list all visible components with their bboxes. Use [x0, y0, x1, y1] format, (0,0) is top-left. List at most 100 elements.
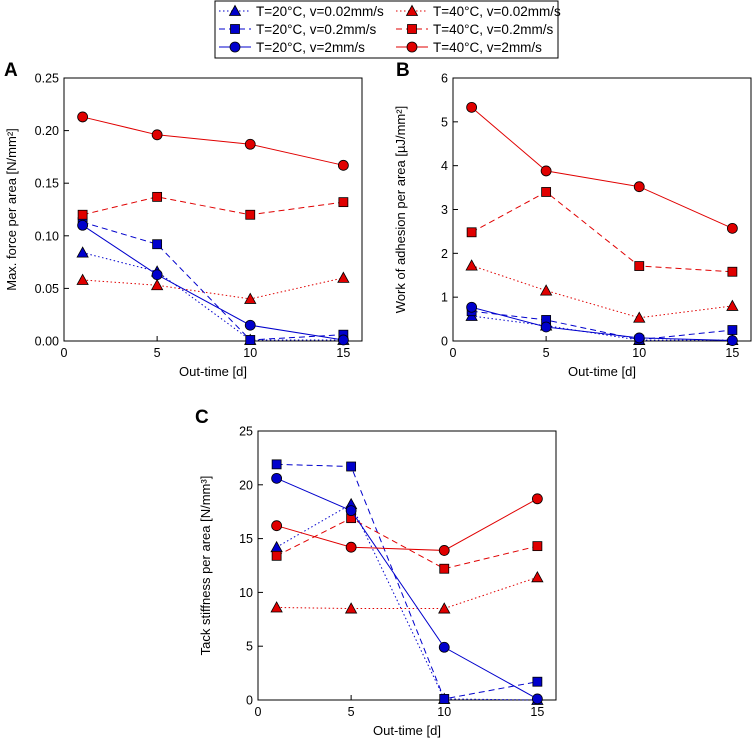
series: [270, 571, 544, 614]
y-tick-label: 0.15: [35, 177, 59, 191]
y-tick-label: 0.10: [35, 229, 59, 243]
data-point: [76, 273, 89, 285]
data-point: [726, 299, 739, 311]
y-tick-label: 15: [239, 532, 253, 546]
series-line: [471, 106, 733, 229]
data-point: [466, 227, 477, 238]
x-tick-label: 15: [530, 705, 544, 719]
data-point: [531, 693, 543, 705]
data-point: [151, 269, 163, 281]
series: [466, 301, 738, 346]
data-point: [244, 292, 257, 304]
x-tick-label: 5: [543, 346, 550, 360]
data-point: [633, 332, 645, 344]
data-point: [439, 563, 450, 574]
panel-letter: C: [195, 407, 209, 428]
data-point: [541, 187, 552, 197]
plot-frame: [257, 430, 557, 701]
series-line: [471, 265, 733, 319]
data-point: [438, 641, 450, 653]
legend-label: T=20°C, v=0.02mm/s: [256, 4, 384, 19]
series-line: [82, 224, 344, 341]
y-tick-label: 2: [441, 247, 448, 261]
data-point: [245, 335, 256, 345]
panel-a: A 0 5 10 15 0.00 0.05 0.10 0.15 0.20 0.25 Out-time …: [4, 60, 363, 379]
x-tick-label: 0: [255, 705, 262, 719]
data-point: [539, 284, 553, 296]
data-point: [337, 334, 349, 346]
y-tick-label: 6: [441, 72, 448, 86]
y-tick-label: 20: [239, 478, 253, 492]
legend-box: [214, 0, 559, 59]
x-tick-label: 0: [61, 346, 68, 360]
data-point: [466, 301, 478, 313]
data-point: [76, 246, 89, 258]
legend: T=20°C, v=0.02mm/s T=40°C, v=0.02mm/s T=20…: [214, 0, 561, 59]
legend-marker: [406, 41, 418, 53]
data-point: [151, 129, 163, 141]
data-point: [540, 321, 552, 333]
legend-marker: [229, 41, 241, 53]
data-point: [439, 694, 450, 704]
legend-label: T=40°C, v=2mm/s: [433, 40, 542, 55]
y-axis-label: Tack stiffness per area [N/mm³]: [198, 476, 213, 656]
x-tick-label: 15: [725, 346, 739, 360]
series-line: [276, 517, 538, 570]
series-line: [82, 196, 344, 216]
data-point: [633, 311, 646, 323]
data-point: [438, 545, 450, 556]
series-line: [276, 463, 538, 700]
series-line: [276, 576, 538, 610]
series: [77, 219, 349, 346]
series-line: [82, 252, 344, 341]
x-tick-label: 5: [348, 705, 355, 719]
series: [270, 497, 544, 705]
data-point: [532, 676, 543, 687]
data-point: [532, 541, 543, 552]
x-axis-label: Out-time [d]: [568, 364, 636, 379]
data-point: [150, 278, 164, 291]
series: [271, 493, 543, 556]
data-point: [270, 601, 283, 613]
data-point: [465, 259, 478, 271]
x-tick-label: 10: [243, 346, 257, 360]
series: [466, 101, 738, 234]
panel-b: B 0 5 10 15 0 1 2 3 4 5 6 Out-time [d] Work of adhesi…: [393, 60, 752, 379]
data-point: [271, 550, 282, 561]
data-point: [271, 459, 282, 470]
legend-label: T=20°C, v=0.2mm/s: [256, 22, 376, 37]
data-point: [531, 493, 543, 505]
series-line: [471, 306, 733, 342]
data-point: [77, 111, 89, 123]
series-line: [276, 477, 538, 700]
data-point: [271, 472, 283, 484]
y-axis-label: Max. force per area [N/mm²]: [4, 128, 19, 291]
series: [76, 246, 350, 345]
legend-marker: [228, 4, 242, 16]
series-line: [82, 221, 344, 341]
x-tick-label: 15: [336, 346, 350, 360]
y-tick-label: 0.05: [35, 282, 59, 296]
data-point: [438, 602, 451, 614]
data-point: [244, 319, 256, 331]
series: [77, 217, 349, 345]
y-tick-label: 0.25: [35, 72, 59, 86]
series: [271, 472, 543, 705]
legend-marker: [230, 24, 240, 34]
data-point: [270, 540, 283, 553]
plot-frame: [63, 77, 363, 342]
y-tick-label: 5: [441, 115, 448, 129]
series: [465, 259, 739, 323]
data-point: [531, 571, 544, 583]
data-point: [77, 209, 88, 220]
y-tick-label: 0.00: [35, 335, 59, 349]
x-axis-label: Out-time [d]: [373, 723, 441, 738]
data-point: [346, 461, 357, 472]
y-tick-label: 4: [441, 159, 448, 173]
panel-letter: A: [4, 60, 18, 81]
y-tick-label: 10: [239, 586, 253, 600]
legend-label: T=40°C, v=0.2mm/s: [433, 22, 553, 37]
plot-frame: [452, 77, 752, 342]
series-line: [276, 503, 538, 701]
y-axis-label: Work of adhesion per area [µJ/mm²]: [393, 106, 408, 313]
